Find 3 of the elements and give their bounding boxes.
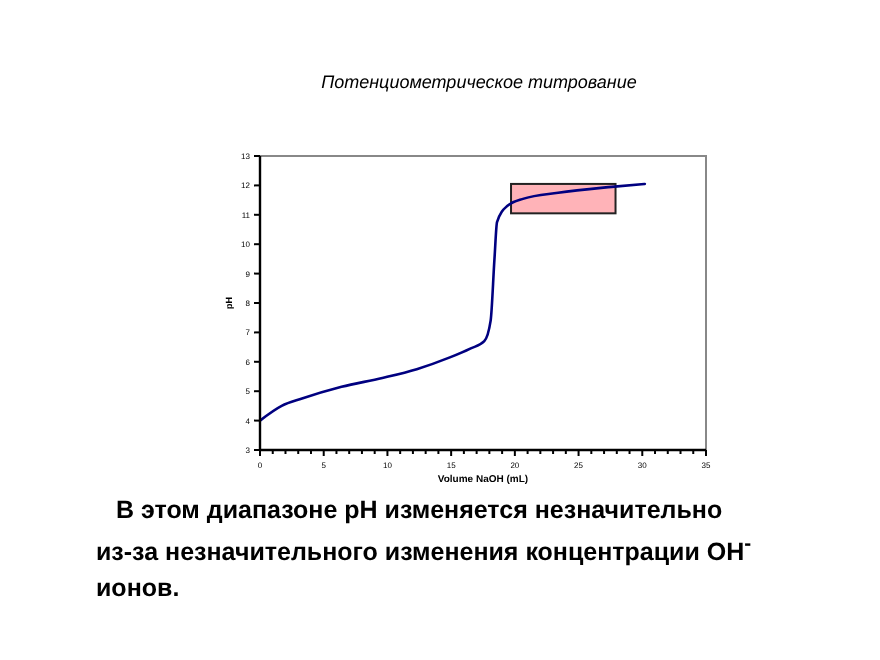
chart-title: Потенциометрическое титрование [321, 72, 637, 92]
line-series [258, 182, 647, 422]
text: В этом диапазоне pH изменяется незначительно из-за незначительного изменения концентрации OH$^{-}$ ионов. [96, 496, 752, 603]
